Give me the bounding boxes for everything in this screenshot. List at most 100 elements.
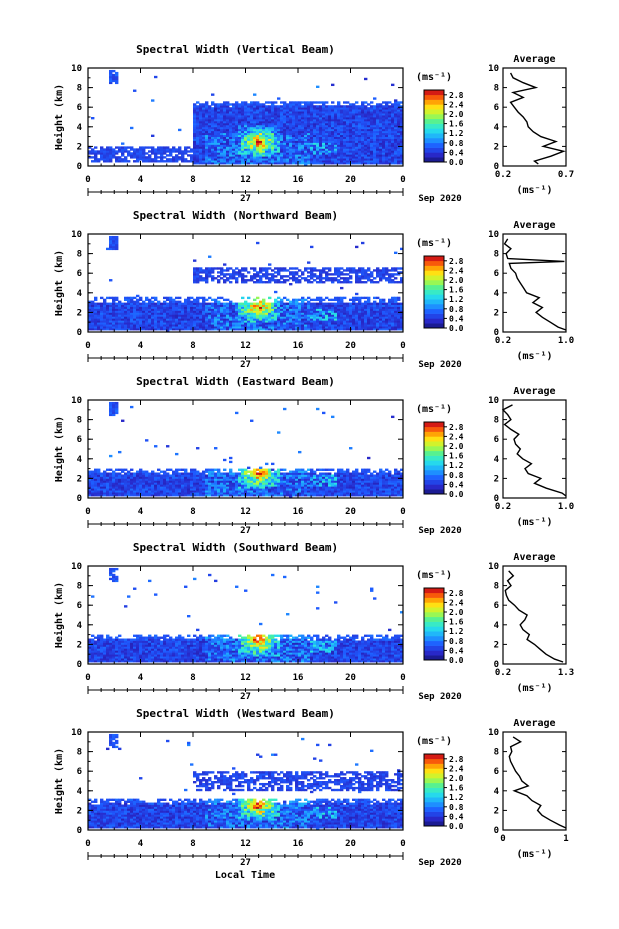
heatmap-cell <box>310 154 314 157</box>
heatmap-cell <box>175 312 179 315</box>
heatmap-cell <box>310 140 314 143</box>
heatmap-cell <box>331 318 335 321</box>
heatmap-cell <box>217 296 221 300</box>
heatmap-cell <box>376 314 380 317</box>
heatmap-cell <box>400 126 404 130</box>
heatmap-cell <box>103 324 107 327</box>
heatmap-cell <box>307 318 311 321</box>
heatmap-cell <box>106 296 110 300</box>
heatmap-cell <box>337 136 341 139</box>
heatmap-cell <box>316 107 320 110</box>
heatmap-cell <box>217 279 221 282</box>
heatmap-cell <box>346 310 350 313</box>
heatmap-cell <box>280 113 284 116</box>
heatmap-cell <box>109 318 113 321</box>
heatmap-cell <box>328 312 332 315</box>
heatmap-cell <box>376 105 380 108</box>
heatmap-cell <box>295 324 299 327</box>
heatmap-cell <box>259 105 263 108</box>
heatmap-cell <box>196 279 200 282</box>
heatmap-cell <box>151 312 155 315</box>
heatmap-cell <box>280 152 284 155</box>
heatmap-cell <box>103 150 107 153</box>
heatmap-cell <box>244 146 248 149</box>
heatmap-cell <box>220 130 224 134</box>
heatmap-cell <box>241 128 245 132</box>
heatmap-cell <box>151 314 155 317</box>
heatmap-cell <box>160 318 164 321</box>
heatmap-cell <box>112 476 116 479</box>
heatmap-cell <box>277 140 281 143</box>
heatmap-cell <box>286 156 290 159</box>
heatmap-cell <box>397 138 401 141</box>
y-tick-label: 8 <box>77 84 82 94</box>
heatmap-cell <box>160 154 164 157</box>
heatmap-cell <box>91 150 95 153</box>
heatmap-cell <box>109 296 113 300</box>
heatmap-cell <box>280 328 284 331</box>
heatmap-cell <box>115 326 119 329</box>
heatmap-cell <box>385 124 389 128</box>
colorbar-segment <box>424 152 444 158</box>
heatmap-cell <box>109 326 113 329</box>
heatmap-cell <box>364 115 368 118</box>
heatmap-cell <box>397 162 401 165</box>
heatmap-cell <box>322 120 326 124</box>
heatmap-cell <box>301 306 305 309</box>
heatmap-cell <box>277 109 281 112</box>
heatmap-cell <box>361 310 365 313</box>
heatmap-cell <box>214 162 218 165</box>
heatmap-cell <box>100 304 104 307</box>
heatmap-cell <box>112 73 116 77</box>
heatmap-cell <box>205 304 209 307</box>
heatmap-cell <box>223 269 227 272</box>
heatmap-cell <box>283 279 287 282</box>
heatmap-cell <box>187 300 191 303</box>
heatmap-cell <box>265 138 269 141</box>
heatmap-cell <box>214 144 218 147</box>
heatmap-cell <box>154 324 158 327</box>
heatmap-cell <box>256 281 260 284</box>
heatmap-cell <box>355 118 359 122</box>
heatmap-cell <box>244 324 248 327</box>
heatmap-cell <box>301 148 305 151</box>
heatmap-cell <box>151 310 155 313</box>
heatmap-cell <box>193 304 197 307</box>
heatmap-cell <box>340 160 344 163</box>
heatmap-cell <box>313 152 317 155</box>
heatmap-cell <box>172 302 176 305</box>
colorbar-segment <box>424 109 444 115</box>
heatmap-cell <box>244 136 248 139</box>
heatmap-cell <box>286 122 290 126</box>
heatmap-cell <box>271 140 275 143</box>
heatmap-cell <box>100 306 104 309</box>
heatmap-cell <box>385 115 389 118</box>
heatmap-cell <box>385 273 389 276</box>
heatmap-cell <box>205 275 209 278</box>
heatmap-cell <box>214 146 218 149</box>
heatmap-cell <box>226 277 230 280</box>
heatmap-cell <box>226 314 230 317</box>
heatmap-cell <box>91 304 95 307</box>
heatmap-cell <box>313 115 317 118</box>
heatmap-cell <box>220 152 224 155</box>
heatmap-cell <box>142 308 146 311</box>
heatmap-cell <box>388 281 392 284</box>
heatmap-cell <box>313 320 317 323</box>
heatmap-cell <box>226 302 230 305</box>
heatmap-cell <box>109 150 113 153</box>
heatmap-cell <box>196 152 200 155</box>
heatmap-cell <box>211 326 215 329</box>
heatmap-cell <box>331 304 335 307</box>
heatmap-cell <box>364 322 368 325</box>
heatmap-cell <box>373 328 377 331</box>
heatmap-cell <box>175 306 179 309</box>
heatmap-cell <box>295 111 299 114</box>
heatmap-cell <box>277 158 281 161</box>
heatmap-cell <box>247 132 251 136</box>
heatmap-cell <box>214 298 218 302</box>
heatmap-cell <box>283 115 287 118</box>
heatmap-cell <box>202 136 206 139</box>
heatmap-cell <box>370 312 374 315</box>
heatmap-cell <box>325 273 329 276</box>
